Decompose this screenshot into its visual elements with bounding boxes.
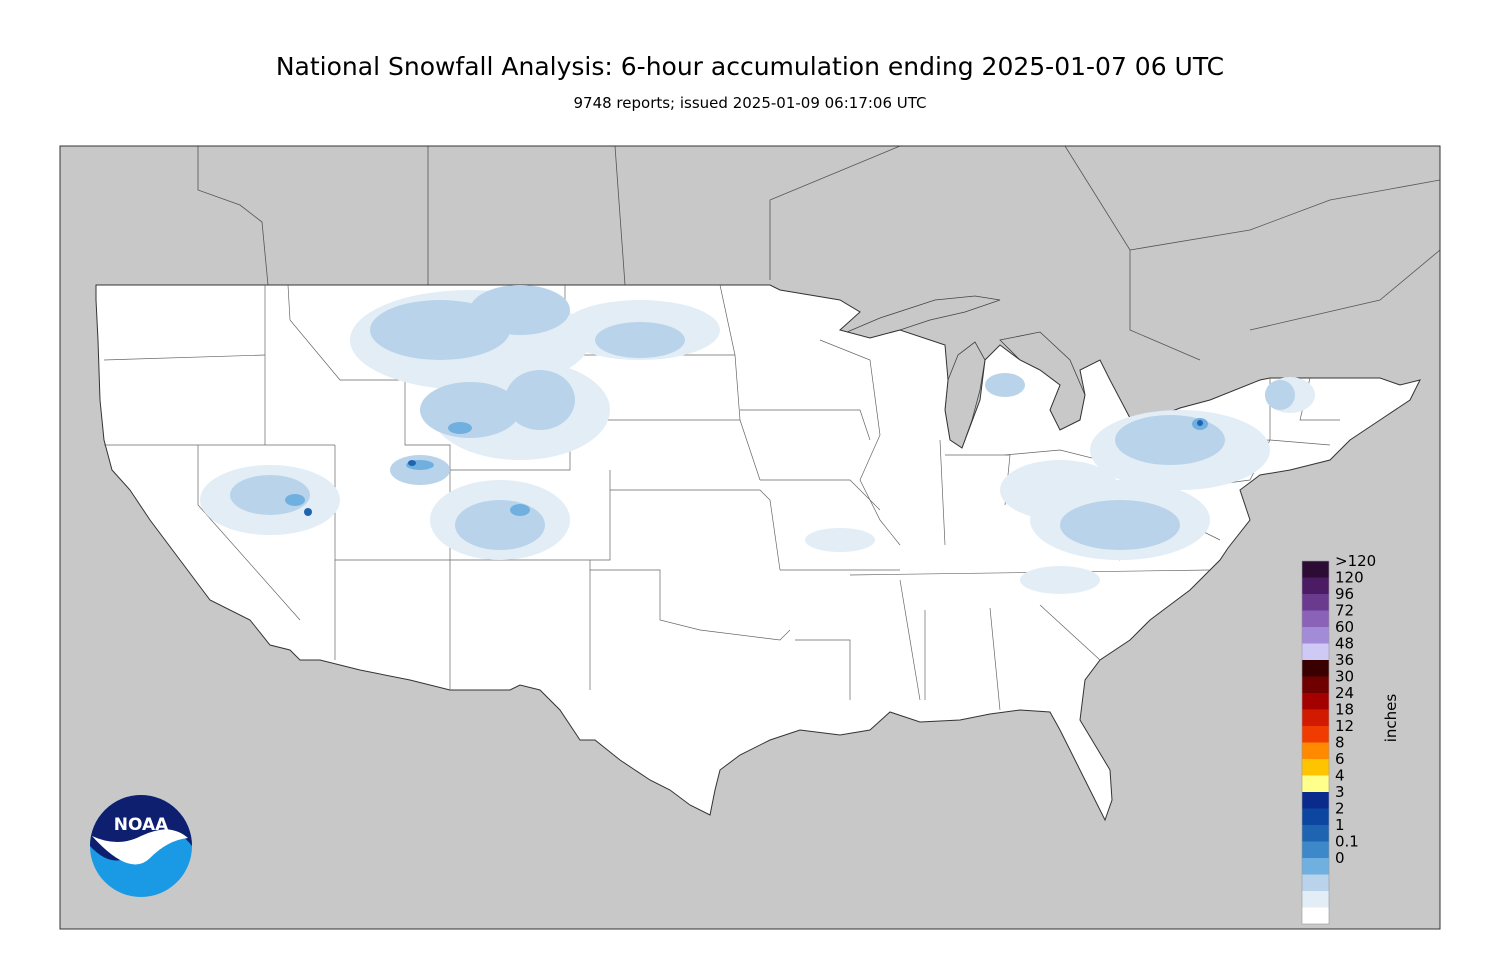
legend-label: 96 [1335,585,1354,603]
legend-swatch [1302,594,1329,611]
legend-swatch [1302,874,1329,891]
legend-label: >120 [1335,552,1376,570]
snow-max [304,420,1203,516]
legend-swatch [1302,726,1329,743]
legend-label: 18 [1335,701,1354,719]
legend-swatch [1302,825,1329,842]
legend-swatch [1302,643,1329,660]
legend-label: 0.1 [1335,833,1359,851]
legend-label: 60 [1335,618,1354,636]
map-subtitle: 9748 reports; issued 2025-01-09 06:17:06… [573,94,927,112]
legend-swatch [1302,709,1329,726]
legend-label: 8 [1335,734,1345,752]
legend-swatch [1302,841,1329,858]
legend-swatch [1302,627,1329,644]
legend-swatch [1302,742,1329,759]
legend-swatch [1302,775,1329,792]
noaa-logo-text: NOAA [114,815,169,835]
legend-swatch [1302,693,1329,710]
legend-label: 24 [1335,684,1354,702]
neighbor-borders [197,146,1440,361]
legend-units-label: inches [1382,694,1400,743]
legend-label: 12 [1335,717,1354,735]
legend-label: 4 [1335,767,1345,785]
legend-swatch [1302,561,1329,578]
noaa-logo: NOAA [90,795,192,897]
legend-label: 6 [1335,750,1345,768]
legend-label: 3 [1335,783,1345,801]
legend-label: 1 [1335,816,1345,834]
legend-swatch [1302,858,1329,875]
legend-swatch [1302,891,1329,908]
legend-label: 30 [1335,668,1354,686]
legend-swatch [1302,577,1329,594]
legend-swatch [1302,907,1329,924]
legend-swatch [1302,808,1329,825]
legend-label: 120 [1335,569,1364,587]
map-frame-border [59,145,1441,930]
legend-label: 2 [1335,800,1345,818]
legend-outline [1301,560,1330,925]
legend-swatch [1302,759,1329,776]
legend-swatch [1302,660,1329,677]
legend-label: 0 [1335,849,1345,867]
legend-label: 72 [1335,602,1354,620]
state-borders [103,284,1340,711]
legend-swatch [1302,676,1329,693]
legend-label: 48 [1335,635,1354,653]
legend-swatch [1302,792,1329,809]
map-title: National Snowfall Analysis: 6-hour accum… [275,52,1225,81]
legend-swatch [1302,610,1329,627]
legend-label: 36 [1335,651,1354,669]
